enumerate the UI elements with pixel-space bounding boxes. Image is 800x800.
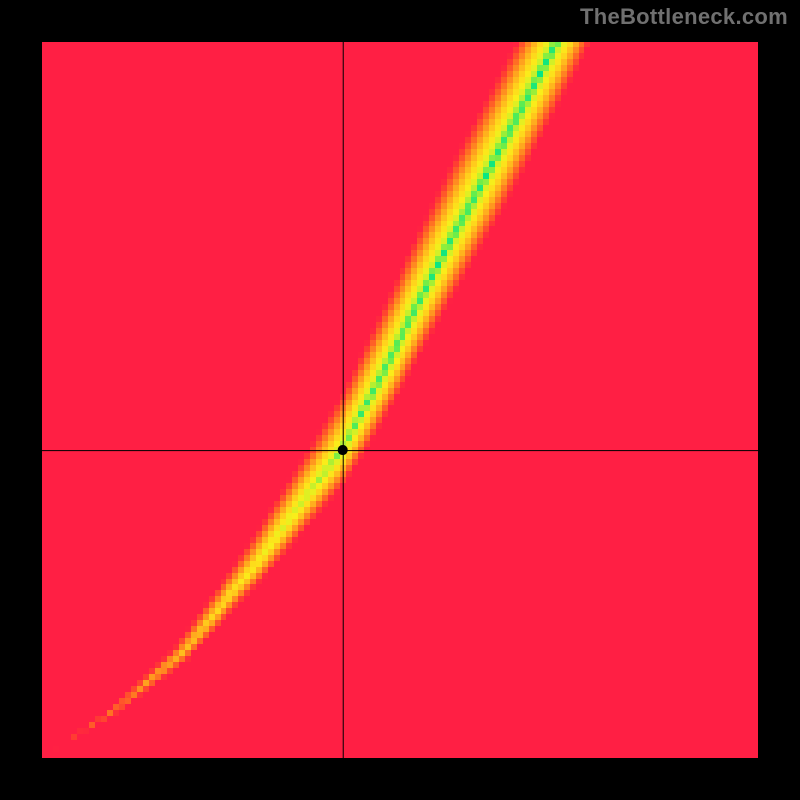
heatmap-plot [42, 42, 758, 758]
chart-container: TheBottleneck.com [0, 0, 800, 800]
heatmap-canvas [42, 42, 758, 758]
watermark-text: TheBottleneck.com [580, 4, 788, 30]
